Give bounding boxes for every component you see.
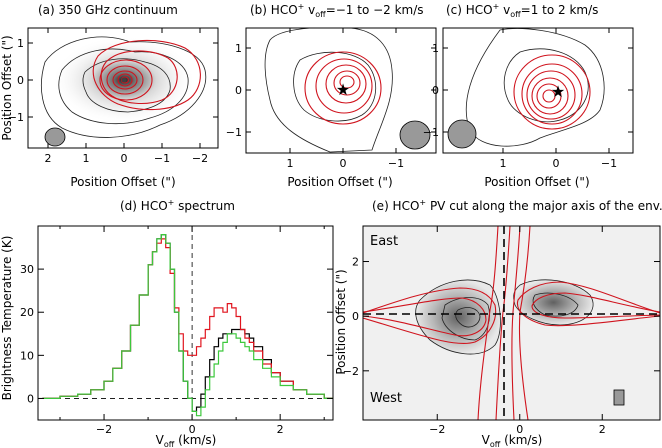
panel-e-frame xyxy=(362,225,661,421)
panel-d-title: (d) HCO+ spectrum xyxy=(120,198,235,213)
d-xlabel: Voff (km/s) xyxy=(156,433,217,448)
beam-ellipse-b xyxy=(399,120,431,150)
panel-b-black-contours xyxy=(264,28,393,153)
a-ytick-0: 1 xyxy=(17,37,24,50)
d-ytick-2: 20 xyxy=(20,306,34,319)
b-xtick-0: 1 xyxy=(287,157,294,170)
d-ylabel: Brightness Temperature (K) xyxy=(0,236,14,401)
panel-b-red-contours xyxy=(304,51,382,125)
panel-c-ticks xyxy=(443,28,633,153)
d-xtick-0: −2 xyxy=(96,423,112,436)
continuum-peak xyxy=(121,77,127,83)
a-xlabel: Position Offset (") xyxy=(70,175,175,189)
c-xtick-1: 0 xyxy=(553,157,560,170)
a-xtick-2: 0 xyxy=(121,152,128,165)
e-xtick-2: 2 xyxy=(599,423,606,436)
d-xtick-1: 0 xyxy=(189,423,196,436)
panel-a-frame xyxy=(27,27,219,149)
b-xlabel: Position Offset (") xyxy=(287,175,392,189)
c-ytick-1: 0 xyxy=(432,84,439,97)
pv-red-contours xyxy=(363,226,660,420)
panel-b-title: (b) HCO+ voff=−1 to −2 km/s xyxy=(250,2,424,19)
d-xtick-2: 2 xyxy=(277,423,284,436)
b-ytick-2: −1 xyxy=(226,126,242,139)
panel-c-red-contours xyxy=(513,54,591,130)
panel-c-black-contours xyxy=(465,28,605,147)
panel-c: (c) HCO+ voff=1 to 2 km/s ★ xyxy=(423,2,634,189)
e-xlabel: Voff (km/s) xyxy=(482,433,543,448)
spectrum-series-2 xyxy=(42,234,333,417)
e-xtick-0: −2 xyxy=(429,423,445,436)
e-xtick-1: 0 xyxy=(516,423,523,436)
e-ytick-2: −2 xyxy=(343,365,359,378)
c-xlabel: Position Offset (") xyxy=(484,175,589,189)
beam-ellipse-a xyxy=(44,127,66,147)
c-xtick-0: 1 xyxy=(500,157,507,170)
panel-d-frame xyxy=(37,225,334,421)
a-xtick-4: −2 xyxy=(192,152,208,165)
star-icon: ★ xyxy=(551,82,565,101)
a-ytick-2: −1 xyxy=(8,111,24,124)
panel-e-ticks xyxy=(363,226,660,420)
star-icon: ★ xyxy=(336,80,350,99)
b-xtick-1: 0 xyxy=(340,157,347,170)
a-ylabel: Position Offset (") xyxy=(0,35,14,140)
spectrum-series-1 xyxy=(42,238,333,399)
panel-e: (e) HCO+ PV cut along the major axis of … xyxy=(334,198,662,448)
b-xtick-2: −1 xyxy=(388,157,404,170)
e-ytick-1: 0 xyxy=(352,310,359,323)
panel-c-title: (c) HCO+ voff=1 to 2 km/s xyxy=(446,2,598,19)
pv-resolution-box xyxy=(613,389,625,406)
panel-d-ticks xyxy=(38,226,333,420)
panel-a-ticks xyxy=(28,28,218,148)
panel-b-ticks xyxy=(246,28,436,153)
a-xtick-1: 1 xyxy=(83,152,90,165)
panel-d: (d) HCO+ spectrum −2 0 2 0 10 20 30 Brig… xyxy=(0,198,334,448)
east-label: East xyxy=(370,234,398,249)
beam-ellipse-c xyxy=(447,119,477,149)
a-ytick-1: 0 xyxy=(17,74,24,87)
e-ylabel: Position Offset (") xyxy=(334,269,348,374)
a-xtick-3: −1 xyxy=(154,152,170,165)
pv-noise-background xyxy=(363,226,660,420)
c-ytick-0: 1 xyxy=(432,42,439,55)
d-ytick-1: 10 xyxy=(20,349,34,362)
panel-a-title: (a) 350 GHz continuum xyxy=(38,3,178,17)
panel-a-black-contours xyxy=(41,36,207,138)
b-ytick-0: 1 xyxy=(235,42,242,55)
b-ytick-1: 0 xyxy=(235,84,242,97)
west-label: West xyxy=(370,391,402,406)
panel-b: (b) HCO+ voff=−1 to −2 km/s ★ xyxy=(226,2,437,189)
spectrum-plot-area xyxy=(38,226,333,420)
panel-a-red-contours xyxy=(92,39,201,111)
c-ytick-2: −1 xyxy=(423,126,439,139)
c-xtick-2: −1 xyxy=(601,157,617,170)
pv-diagram-area: East West xyxy=(363,226,660,420)
a-xtick-0: 2 xyxy=(45,152,52,165)
panel-e-title: (e) HCO+ PV cut along the major axis of … xyxy=(372,198,662,213)
d-ytick-3: 30 xyxy=(20,263,34,276)
e-ytick-0: 2 xyxy=(352,256,359,269)
panel-a: (a) 350 GHz continuum xyxy=(0,3,219,189)
d-ytick-0: 0 xyxy=(27,392,34,405)
